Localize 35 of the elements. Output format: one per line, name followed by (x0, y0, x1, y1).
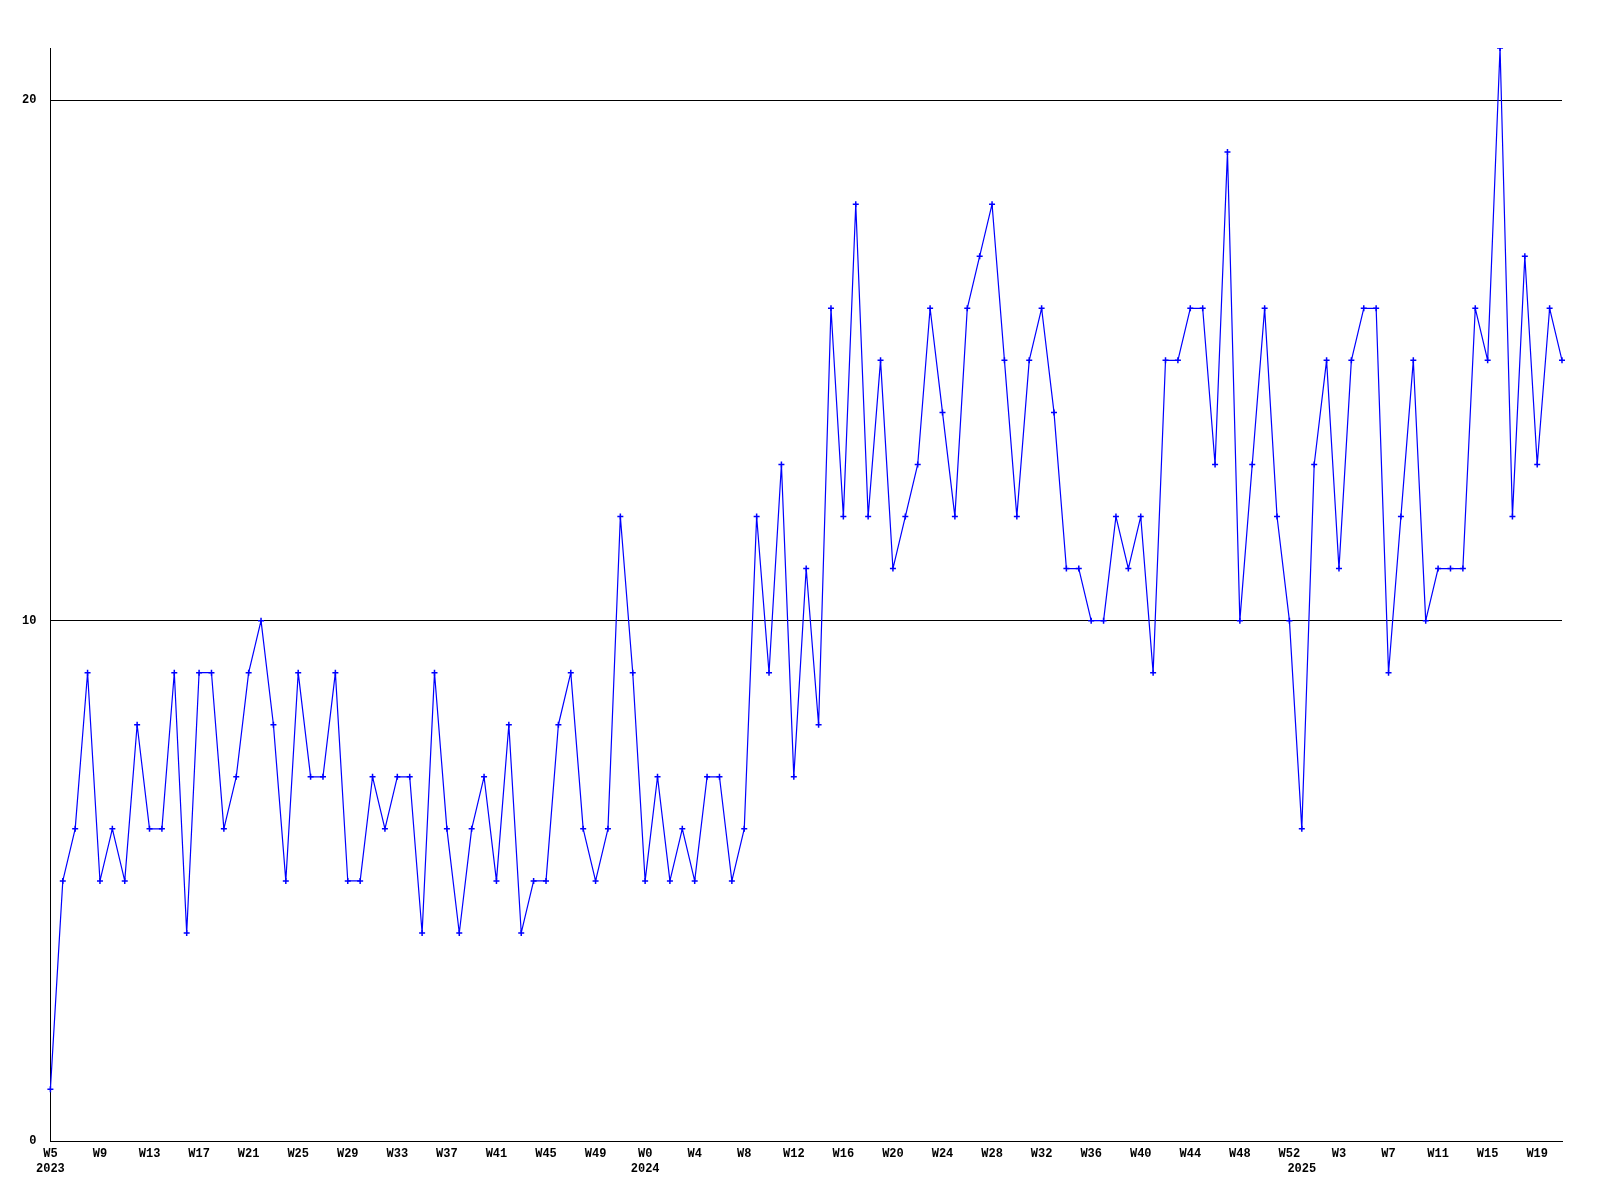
x-tick-label: W52 (1278, 1147, 1301, 1162)
x-tick-label: W13 (138, 1147, 161, 1162)
x-tick-label: W12 (783, 1147, 805, 1162)
x-tick-label: W21 (237, 1147, 260, 1162)
x-tick-label: W44 (1179, 1147, 1202, 1162)
y-tick-label: 10 (22, 613, 37, 628)
x-tick-label: W0 2024 (630, 1147, 660, 1176)
x-tick-label: W3 (1331, 1147, 1347, 1162)
x-tick-label: W33 (386, 1147, 409, 1162)
x-tick-label: W29 (336, 1147, 359, 1162)
x-tick-label: W4 (687, 1147, 702, 1162)
x-tick-label: W16 (832, 1147, 855, 1162)
x-tick-label: W9 (92, 1147, 108, 1162)
x-tick-label: W11 (1427, 1147, 1449, 1162)
x-tick-label: W45 (535, 1147, 557, 1162)
x-tick-label: W20 (882, 1147, 904, 1162)
x-tick-label: W32 (1030, 1147, 1053, 1162)
x-tick-label: W8 (737, 1147, 752, 1162)
x-tick-label: W25 (287, 1147, 310, 1162)
x-tick-label: W37 (436, 1147, 458, 1162)
x-tick-label: W5 2023 (36, 1147, 65, 1176)
x-tick-label: 2025 (1287, 1161, 1317, 1176)
x-tick-label: W28 (981, 1147, 1003, 1162)
x-tick-label: W48 (1229, 1147, 1251, 1162)
x-tick-label: W41 (485, 1147, 508, 1162)
x-tick-label: W17 (188, 1147, 210, 1162)
x-tick-label: W7 (1381, 1147, 1396, 1162)
x-tick-label: W36 (1080, 1147, 1102, 1162)
x-tick-label: W49 (584, 1147, 607, 1162)
y-tick-label: 0 (29, 1134, 37, 1149)
x-tick-label: W40 (1129, 1147, 1152, 1162)
y-tick-label: 20 (22, 93, 37, 108)
x-tick-label: W15 (1476, 1147, 1499, 1162)
x-tick-label: W19 (1526, 1147, 1549, 1162)
x-tick-label: W24 (931, 1147, 954, 1162)
